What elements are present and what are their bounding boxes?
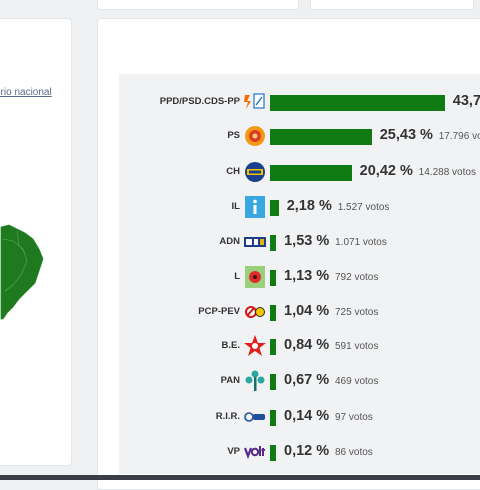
- party-name: B.E.: [221, 340, 240, 351]
- result-row-adn[interactable]: ADN 1,53 % 1.071 votos: [119, 228, 480, 258]
- result-votes: 14.288 votos: [418, 167, 476, 178]
- map-region-border: [2, 238, 28, 292]
- result-bar: [270, 410, 276, 426]
- rir-logo: [244, 412, 265, 422]
- party-name: PS: [227, 130, 240, 141]
- result-votes: 17.796 votos: [438, 131, 480, 142]
- result-percent: 0,12 %: [284, 443, 330, 459]
- result-row-pcp-pev[interactable]: PCP-PEV 1,04 % 725 votos: [119, 298, 480, 328]
- result-bar: [270, 374, 276, 390]
- result-votes: 792 votos: [335, 272, 379, 283]
- result-bar: [270, 235, 277, 251]
- result-percent: 1,53 %: [284, 233, 330, 249]
- result-bar: [270, 305, 276, 321]
- pan-logo: [245, 370, 265, 391]
- party-name: CH: [226, 166, 240, 177]
- result-votes: 97 votos: [335, 412, 373, 423]
- result-bar: [270, 270, 276, 286]
- top-summary-card-2: [310, 0, 474, 10]
- result-row-vp[interactable]: VP 0,12 % 86 votos: [119, 438, 480, 468]
- party-name: PCP-PEV: [198, 306, 240, 317]
- result-bar: [270, 445, 276, 461]
- result-votes: 86 votos: [335, 447, 373, 458]
- livre-logo: [245, 266, 265, 288]
- ps-logo: [245, 126, 265, 146]
- result-percent: 43,7: [452, 93, 480, 109]
- result-percent: 1,13 %: [284, 268, 330, 284]
- result-bar: [270, 339, 276, 355]
- result-percent: 25,43 %: [379, 127, 433, 143]
- result-percent: 1,04 %: [284, 303, 330, 319]
- result-percent: 0,84 %: [284, 337, 330, 353]
- be-logo: [244, 335, 266, 356]
- result-row-be[interactable]: B.E. 0,84 % 591 votos: [119, 332, 480, 362]
- result-row-ppd-psd-cds-pp[interactable]: PPD/PSD.CDS-PP 43,7: [119, 88, 480, 118]
- party-name: PAN: [220, 375, 240, 386]
- map-region-border-2: [16, 230, 26, 254]
- national-results-link[interactable]: ório nacional: [0, 87, 52, 98]
- result-row-l[interactable]: L 1,13 % 792 votos: [119, 263, 480, 293]
- taskbar: [0, 475, 480, 480]
- map-card: ório nacional: [0, 18, 72, 466]
- volt-logo: [244, 446, 265, 460]
- result-bar: [270, 129, 372, 145]
- region-map[interactable]: [0, 219, 71, 329]
- chega-logo: [245, 162, 265, 182]
- top-summary-card: [97, 0, 299, 10]
- cdu-logo: [245, 306, 265, 318]
- result-votes: 469 votos: [335, 376, 379, 387]
- result-bar: [270, 95, 445, 111]
- result-percent: 20,42 %: [359, 163, 413, 179]
- results-panel: PPD/PSD.CDS-PP 43,7 PS 25,43 % 17.796 vo…: [119, 74, 480, 474]
- party-name: ADN: [219, 236, 240, 247]
- result-votes: 1.071 votos: [335, 237, 387, 248]
- result-percent: 2,18 %: [286, 198, 332, 214]
- party-name: IL: [231, 201, 240, 212]
- result-row-rir[interactable]: R.I.R. 0,14 % 97 votos: [119, 403, 480, 433]
- ppd-psd-cds-pp-logo: [244, 93, 265, 109]
- party-name: L: [234, 271, 240, 282]
- il-logo: [245, 196, 265, 218]
- result-percent: 0,14 %: [284, 408, 330, 424]
- adn-logo: [244, 237, 266, 247]
- party-name: PPD/PSD.CDS-PP: [159, 96, 240, 107]
- result-row-ps[interactable]: PS 25,43 % 17.796 votos: [119, 122, 480, 152]
- result-row-pan[interactable]: PAN 0,67 % 469 votos: [119, 367, 480, 397]
- result-bar: [270, 165, 352, 181]
- party-name: VP: [227, 446, 240, 457]
- result-votes: 725 votos: [335, 307, 379, 318]
- result-row-il[interactable]: IL 2,18 % 1.527 votos: [119, 193, 480, 223]
- result-row-ch[interactable]: CH 20,42 % 14.288 votos: [119, 158, 480, 188]
- result-bar: [270, 200, 279, 216]
- result-votes: 591 votos: [335, 341, 379, 352]
- result-votes: 1.527 votos: [337, 202, 390, 213]
- party-name: R.I.R.: [215, 411, 240, 422]
- result-percent: 0,67 %: [284, 372, 330, 388]
